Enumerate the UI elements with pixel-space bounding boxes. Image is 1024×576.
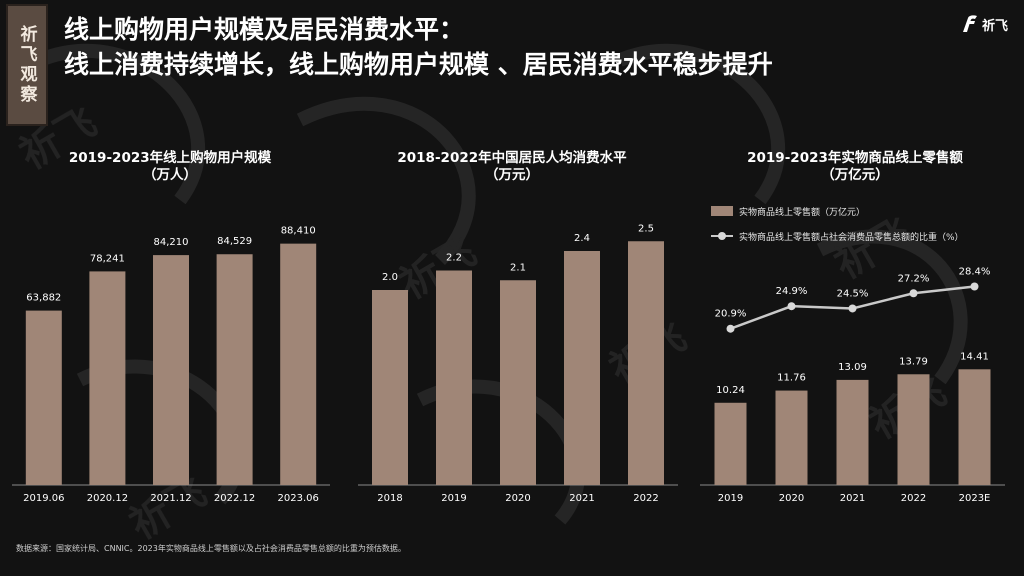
chart1-x-tick-label: 2021.12	[150, 493, 191, 504]
chart3-share-point	[909, 289, 918, 298]
chart3-share-point	[726, 324, 735, 333]
chart3-x-tick-label: 2020	[779, 493, 804, 504]
chart2-bar	[372, 290, 408, 485]
legend-item-line: 实物商品线上零售额占社会消费品零售总额的比重（%）	[711, 228, 964, 244]
chart1-title: 2019-2023年线上购物用户规模	[68, 150, 272, 166]
chart2-x-tick-label: 2018	[377, 493, 402, 504]
chart3-share-label: 24.9%	[776, 286, 808, 297]
chart1-unit: （万人）	[143, 167, 197, 183]
chart2-bar	[628, 241, 664, 485]
page-title: 线上购物用户规模及居民消费水平：	[64, 15, 465, 44]
chart3-share-label: 20.9%	[715, 309, 747, 320]
chart1-bar	[153, 255, 189, 485]
chart1-bar	[280, 243, 317, 485]
chart1-bar-label: 84,529	[217, 236, 252, 247]
chart2-bar-label: 2.0	[382, 272, 398, 283]
chart3-x-tick-label: 2022	[901, 493, 926, 504]
chart1-bar-label: 88,410	[281, 226, 316, 237]
chart1-bar-label: 63,882	[26, 293, 61, 304]
chart3-bar	[775, 390, 808, 485]
chart1-bar	[216, 254, 253, 485]
chart1-bar-label: 78,241	[90, 253, 125, 264]
chart2-x-tick-label: 2021	[569, 493, 594, 504]
legend-bar-swatch	[711, 206, 733, 216]
chart2-bar	[564, 251, 600, 485]
chart3-share-label: 27.2%	[898, 273, 930, 284]
brand-tag: 祈飞观察	[6, 4, 48, 126]
chart1-x-tick-label: 2023.06	[278, 493, 319, 504]
chart3-title-block: 2019-2023年实物商品线上零售额 （万亿元）	[700, 150, 1010, 184]
page-subtitle: 线上消费持续增长，线上购物用户规模 、居民消费水平稳步提升	[64, 50, 773, 79]
chart3-bar-label: 11.76	[777, 373, 806, 384]
chart3-x-tick-label: 2021	[840, 493, 865, 504]
chart3-bar-label: 10.24	[716, 385, 745, 396]
chart2-x-tick-label: 2022	[633, 493, 658, 504]
chart2-x-tick-label: 2019	[441, 493, 466, 504]
chart3-share-label: 24.5%	[837, 288, 869, 299]
chart2-title: 2018-2022年中国居民人均消费水平	[397, 150, 627, 166]
chart2-title-block: 2018-2022年中国居民人均消费水平 （万元）	[362, 150, 662, 184]
chart3-bar-label: 13.09	[838, 362, 867, 373]
chart1-x-tick-label: 2019.06	[23, 493, 64, 504]
chart3-x-tick-label: 2023E	[959, 493, 991, 504]
chart1-x-tick-label: 2020.12	[87, 493, 128, 504]
chart3-share-point	[970, 282, 979, 291]
brand-logo: 祈飞	[961, 14, 1008, 34]
chart1-bar	[89, 271, 126, 485]
chart3-share-point	[848, 304, 857, 313]
legend-line-swatch	[711, 231, 733, 241]
chart3-share-point	[787, 302, 796, 311]
logo-text: 祈飞	[981, 18, 1008, 34]
chart2-unit: （万元）	[485, 167, 539, 183]
chart2-bar-label: 2.1	[510, 262, 526, 273]
chart2-bar-label: 2.5	[638, 223, 654, 234]
chart3-bar-label: 13.79	[899, 356, 928, 367]
chart2-bar	[436, 270, 472, 485]
chart1-x-tick-label: 2022.12	[214, 493, 255, 504]
chart3-bar	[714, 402, 747, 485]
chart2-bar-label: 2.2	[446, 253, 462, 264]
chart1-bar	[25, 310, 62, 485]
source-note: 数据来源：国家统计局、CNNIC。2023年实物商品线上零售额以及占社会消费品零…	[16, 544, 406, 553]
legend-item-bar: 实物商品线上零售额（万亿元）	[711, 203, 964, 219]
legend-bar-label: 实物商品线上零售额（万亿元）	[739, 207, 866, 218]
legend-line-label: 实物商品线上零售额占社会消费品零售总额的比重（%）	[739, 232, 964, 243]
chart3-share-label: 28.4%	[959, 267, 991, 278]
chart1-bar-label: 84,210	[154, 237, 189, 248]
chart2-x-tick-label: 2020	[505, 493, 530, 504]
chart2-bar-label: 2.4	[574, 233, 590, 244]
chart3-bar	[958, 369, 991, 485]
chart3-legend: 实物商品线上零售额（万亿元） 实物商品线上零售额占社会消费品零售总额的比重（%）	[711, 203, 964, 253]
chart3-title: 2019-2023年实物商品线上零售额	[747, 150, 963, 166]
logo-icon	[962, 15, 977, 32]
chart3-bar	[836, 379, 869, 485]
chart3-bar-label: 14.41	[960, 351, 989, 362]
chart2-bar	[500, 280, 536, 485]
chart3-bar	[897, 374, 930, 485]
chart3-unit: （万亿元）	[821, 167, 889, 183]
chart1-title-block: 2019-2023年线上购物用户规模 （万人）	[20, 150, 320, 184]
chart3-x-tick-label: 2019	[718, 493, 743, 504]
